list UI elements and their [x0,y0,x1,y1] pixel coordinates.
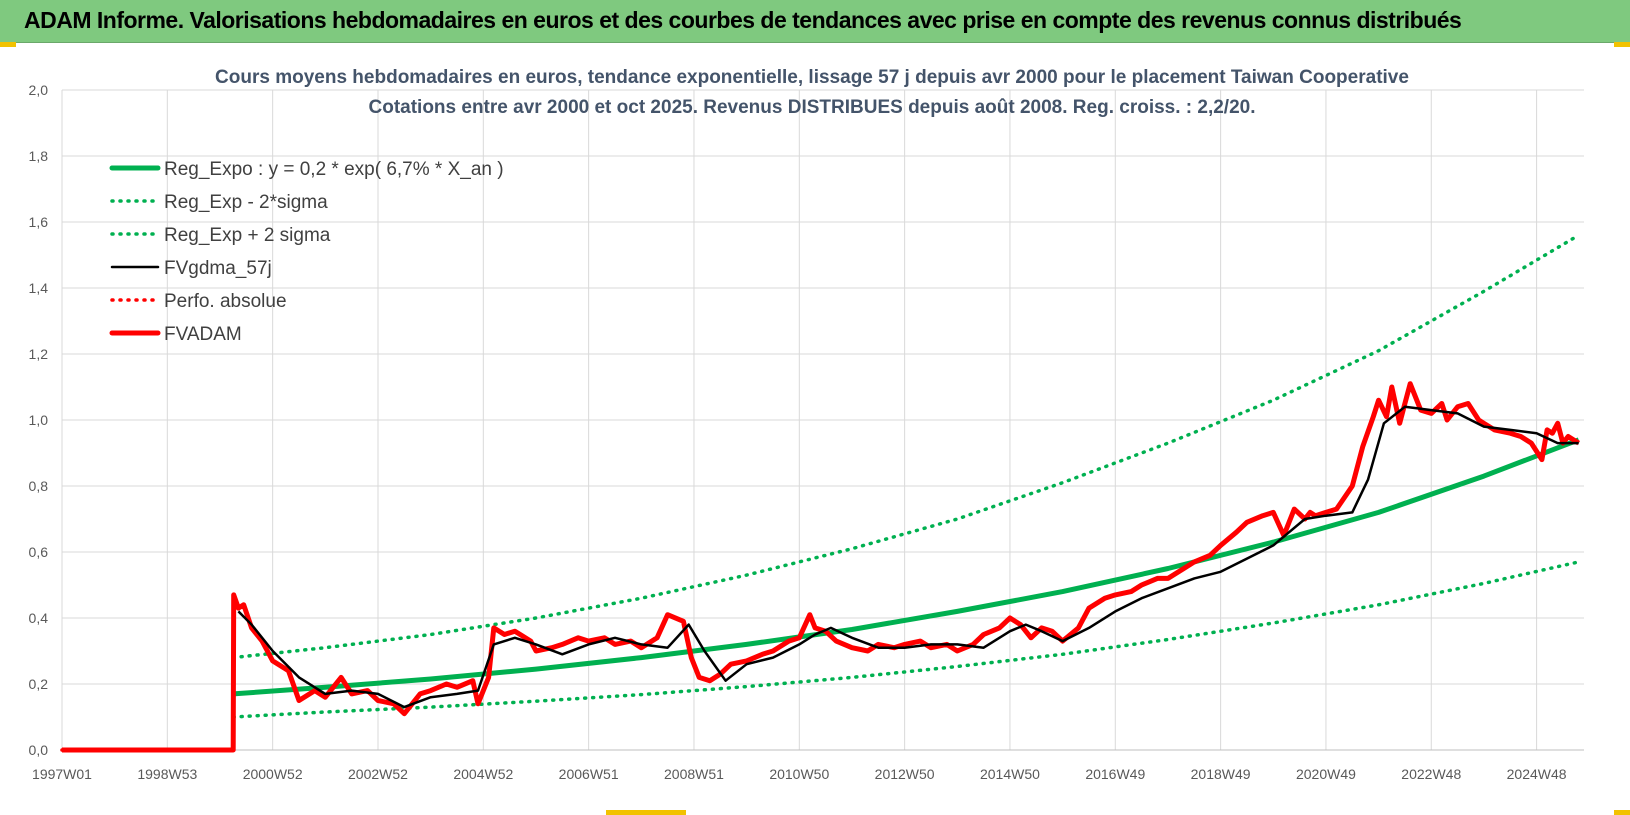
y-tick-label: 1,8 [29,148,49,164]
y-tick-label: 0,4 [29,610,49,626]
y-tick-label: 0,2 [29,676,49,692]
series-reg-expo-y-0-2-exp-6-7-x-an [233,437,1580,697]
legend-label: Reg_Exp - 2*sigma [164,192,328,213]
corner-accent-left [0,42,16,47]
x-tick-label: 1998W53 [137,766,197,782]
series-reg-exp-2-sigma [231,560,1581,719]
series-lines [60,233,1581,753]
y-tick-label: 1,2 [29,346,49,362]
line-chart: 0,0 0,2 0,4 0,6 0,8 1,0 1,2 1,4 1,6 1,8 2,0 1997W01… [29,67,1584,782]
x-tick-label: 1997W01 [32,766,92,782]
x-tick-label: 2020W49 [1296,766,1356,782]
corner-accent-bottom-right [1614,810,1630,815]
chart-title: Cours moyens hebdomadaires en euros, ten… [215,67,1409,88]
x-tick-label: 2018W49 [1191,766,1251,782]
x-tick-label: 2002W52 [348,766,408,782]
legend-label: Perfo. absolue [164,291,287,312]
x-tick-label: 2004W52 [453,766,513,782]
x-tick-label: 2022W48 [1401,766,1461,782]
y-tick-label: 1,4 [29,280,49,296]
series-fvgdma-57j [237,405,1579,709]
gridlines [61,89,1584,751]
y-tick-label: 0,6 [29,544,49,560]
x-tick-label: 2000W52 [243,766,303,782]
y-tick-label: 1,0 [29,412,49,428]
x-tick-label: 2006W51 [559,766,619,782]
legend-label: Reg_Exp + 2 sigma [164,225,331,246]
legend-label: FVADAM [164,324,242,345]
chart-area: 0,0 0,2 0,4 0,6 0,8 1,0 1,2 1,4 1,6 1,8 2,0 1997W01… [0,43,1630,815]
y-tick-label: 2,0 [29,82,49,98]
corner-accent-bottom [606,810,686,815]
report-banner: ADAM Informe. Valorisations hebdomadaire… [0,0,1630,43]
axes: 0,0 0,2 0,4 0,6 0,8 1,0 1,2 1,4 1,6 1,8 2,0 1997W01… [29,82,1584,782]
y-tick-label: 0,8 [29,478,49,494]
y-tick-label: 0,0 [29,742,49,758]
x-tick-label: 2014W50 [980,766,1040,782]
series-fvadam [62,381,1581,753]
series-reg-exp-2-sigma [231,233,1581,660]
report-title: ADAM Informe. Valorisations hebdomadaire… [24,7,1462,33]
x-tick-label: 2010W50 [769,766,829,782]
legend-label: FVgdma_57j [164,258,272,279]
x-tick-label: 2012W50 [875,766,935,782]
legend-label: Reg_Expo : y = 0,2 * exp( 6,7% * X_an ) [164,159,504,180]
legend: Reg_Expo : y = 0,2 * exp( 6,7% * X_an ) R… [109,159,504,345]
x-tick-label: 2008W51 [664,766,724,782]
x-tick-label: 2024W48 [1507,766,1567,782]
chart-subtitle: Cotations entre avr 2000 et oct 2025. Re… [369,97,1256,118]
corner-accent-right [1614,42,1630,47]
y-tick-label: 1,6 [29,214,49,230]
x-tick-label: 2016W49 [1085,766,1145,782]
